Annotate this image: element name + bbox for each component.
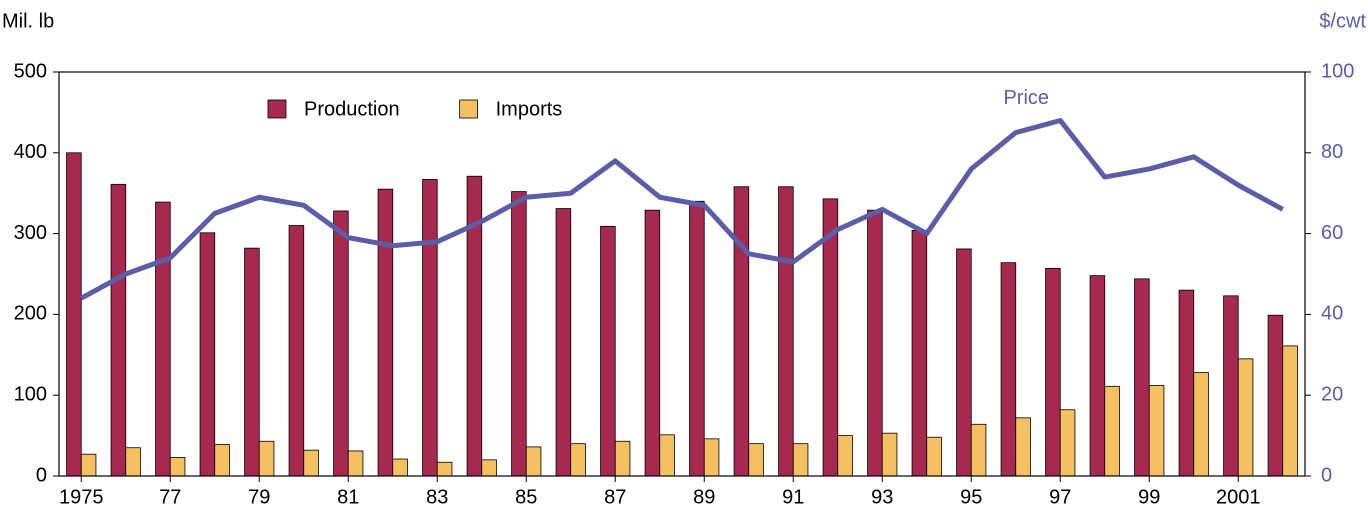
y-tick-label: 200 [14, 303, 47, 325]
y-tick-label: 400 [14, 141, 47, 163]
bar [303, 449, 319, 477]
bar [748, 443, 764, 477]
bar [689, 200, 705, 477]
plot-frame [58, 71, 1306, 477]
x-tick-label: 79 [248, 486, 270, 508]
bar [1134, 278, 1150, 477]
bar [244, 247, 260, 477]
y-axis-label: Mil. lb [2, 10, 54, 32]
legend-label: Production [304, 98, 400, 120]
bar [80, 453, 97, 477]
y-tick-label: 100 [14, 383, 47, 405]
bar [956, 248, 972, 477]
bar [911, 229, 928, 477]
x-tick-label: 89 [693, 486, 715, 508]
legend-label: Imports [496, 98, 563, 120]
bar [511, 191, 527, 477]
x-tick-label: 91 [782, 486, 804, 508]
bar [377, 188, 394, 477]
x-tick-label: 83 [426, 486, 448, 508]
bar [970, 423, 987, 477]
bar [1045, 267, 1061, 477]
bar [1178, 289, 1195, 477]
bar [733, 186, 750, 477]
x-tick-label: 93 [871, 486, 893, 508]
x-tick-label: 77 [159, 486, 181, 508]
x-tick-label: 85 [515, 486, 537, 508]
bar [867, 209, 883, 477]
y2-tick-label: 20 [1321, 383, 1343, 405]
bar [481, 459, 497, 477]
price-line [80, 117, 1284, 301]
x-tick-label: 1975 [59, 486, 104, 508]
bar [436, 461, 453, 477]
bar [1267, 314, 1284, 477]
bar [881, 432, 898, 477]
y-tick-label: 500 [14, 60, 47, 82]
bar [555, 208, 572, 477]
bar [600, 225, 616, 477]
bar [792, 443, 809, 477]
bar [125, 447, 141, 477]
bar [1282, 345, 1298, 477]
bar [155, 201, 171, 477]
y2-tick-label: 80 [1321, 141, 1343, 163]
bar [703, 438, 720, 477]
x-tick-label: 87 [604, 486, 626, 508]
bar [169, 457, 186, 477]
bar [778, 186, 794, 477]
bar [333, 210, 349, 477]
bar [214, 444, 230, 477]
bar [644, 209, 661, 477]
bar [1000, 262, 1017, 477]
x-tick-label: 95 [960, 486, 982, 508]
y2-tick-label: 60 [1321, 222, 1343, 244]
bar [926, 436, 942, 477]
bar [110, 183, 127, 477]
bar [1223, 295, 1239, 477]
bar [659, 434, 675, 477]
bar [570, 443, 586, 477]
bar [422, 179, 438, 477]
y2-tick-label: 100 [1321, 60, 1354, 82]
bar [1237, 358, 1254, 477]
x-tick-label: 99 [1138, 486, 1160, 508]
bar [1089, 275, 1106, 477]
legend-swatch [267, 99, 287, 119]
y2-axis-label: $/cwt [1319, 10, 1366, 32]
bar [614, 440, 631, 477]
bar [288, 225, 305, 477]
bar [1148, 385, 1165, 477]
line-label: Price [1003, 87, 1049, 109]
x-tick-label: 2001 [1216, 486, 1261, 508]
bar [1059, 409, 1076, 477]
bar [525, 446, 542, 477]
bar [837, 435, 853, 477]
legend-swatch [459, 99, 479, 119]
bar [66, 152, 82, 477]
bar [1193, 372, 1209, 477]
bar [1015, 417, 1031, 477]
x-tick-label: 81 [337, 486, 359, 508]
y2-tick-label: 0 [1321, 464, 1332, 486]
bar [199, 232, 216, 477]
bar [347, 450, 364, 477]
y-tick-label: 0 [36, 464, 47, 486]
y-tick-label: 300 [14, 222, 47, 244]
bar [1104, 385, 1120, 477]
bar [258, 440, 275, 477]
y2-tick-label: 40 [1321, 303, 1343, 325]
bar [392, 458, 408, 477]
x-tick-label: 97 [1049, 486, 1071, 508]
